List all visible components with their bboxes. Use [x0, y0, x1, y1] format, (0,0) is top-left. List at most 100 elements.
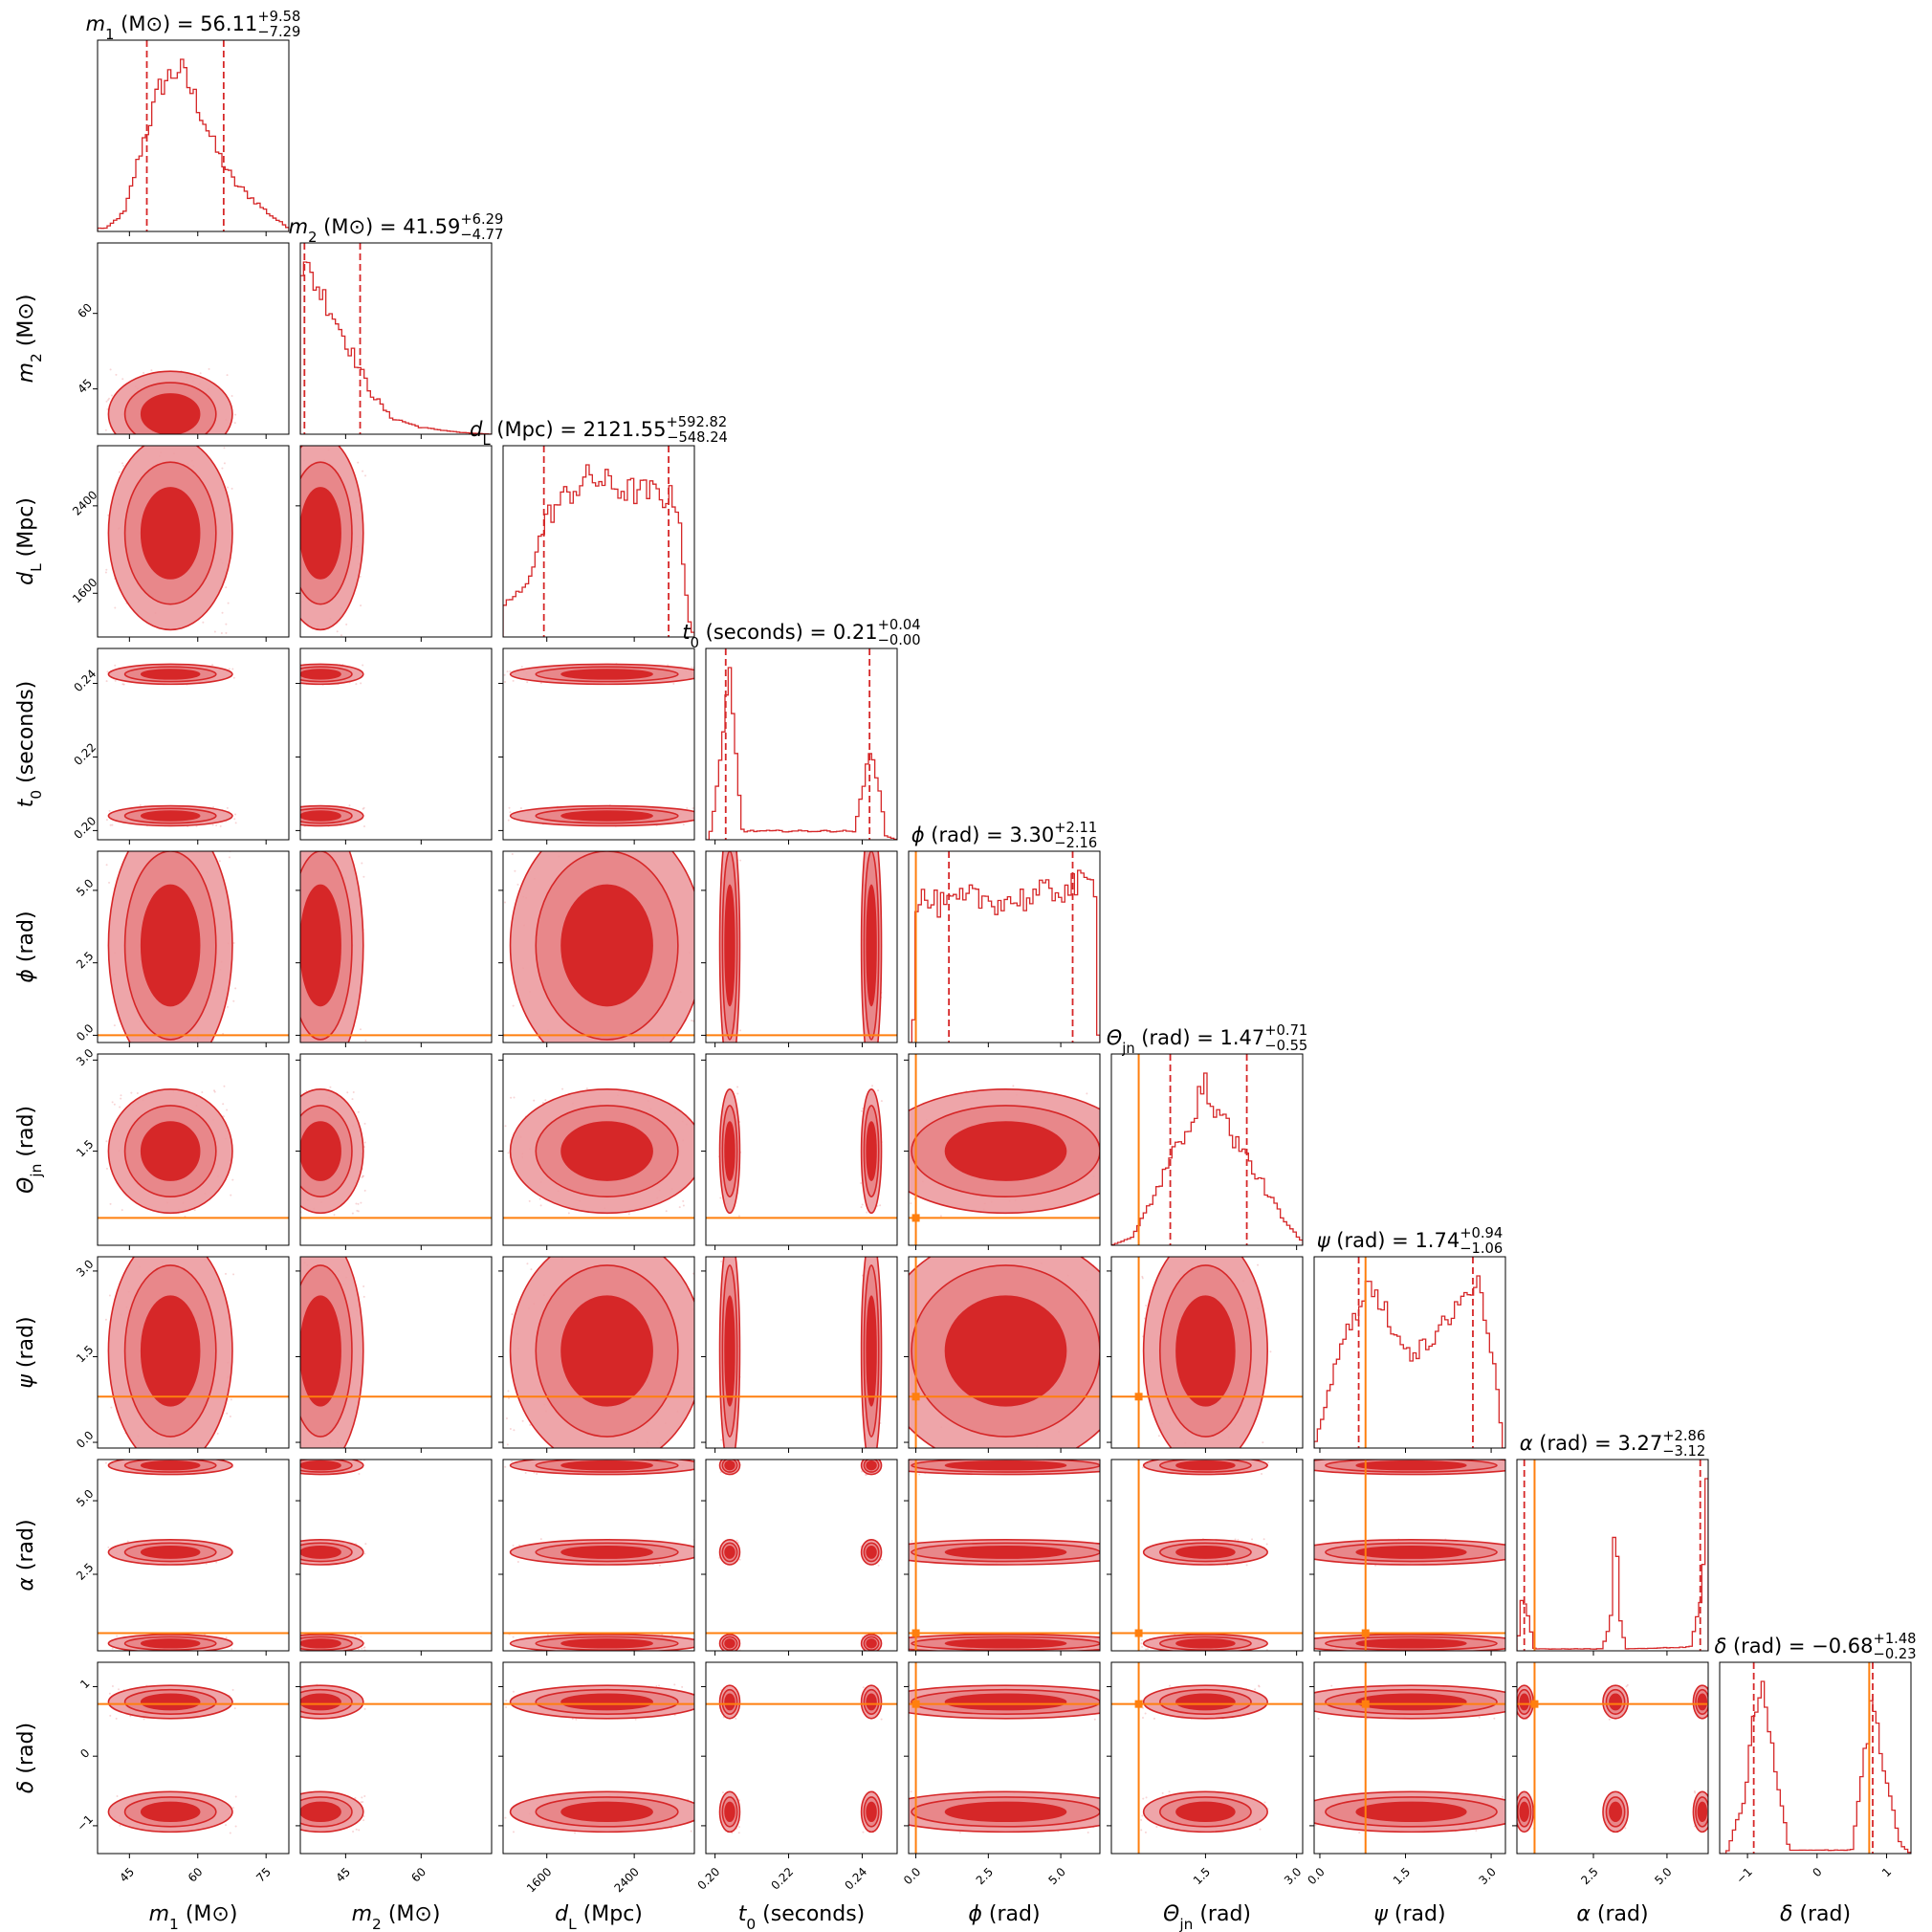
- sample-point: [939, 1215, 942, 1218]
- sample-point: [105, 1140, 108, 1143]
- sample-point: [902, 1459, 904, 1460]
- sample-point: [118, 471, 121, 473]
- sample-point: [297, 821, 299, 823]
- sample-point: [362, 1801, 364, 1804]
- sample-point: [609, 1066, 611, 1068]
- panel-frame: [1313, 1661, 1506, 1855]
- sample-point: [952, 1451, 954, 1453]
- x-tick-label: 60: [408, 1865, 428, 1885]
- contour-level-2: [866, 1460, 877, 1471]
- sample-point: [511, 1313, 514, 1316]
- sample-point: [276, 1466, 278, 1468]
- y-tick-label: 0.0: [74, 1021, 96, 1043]
- contour-panel-m2-alpha: [276, 1456, 493, 1656]
- sample-point: [279, 1473, 281, 1475]
- sample-point: [284, 829, 286, 831]
- sample-point: [889, 1088, 891, 1090]
- sample-point: [106, 670, 109, 673]
- sample-point: [573, 1059, 575, 1061]
- contour-level-2: [1519, 1801, 1529, 1823]
- sample-point: [225, 631, 228, 634]
- sample-point: [297, 1704, 299, 1706]
- panel-frame: [1110, 1256, 1304, 1449]
- panel-frame: [97, 242, 290, 435]
- sample-point: [1130, 1815, 1131, 1817]
- sample-point: [528, 1199, 531, 1202]
- sample-point: [1258, 1685, 1261, 1688]
- contour-level-2: [944, 1801, 1067, 1823]
- x-axis-label-psi: ψ (rad): [1373, 1902, 1445, 1926]
- contour-level-2: [560, 1295, 653, 1407]
- contour-level-2: [300, 1801, 341, 1823]
- sample-point: [724, 849, 726, 851]
- sample-point: [1168, 1790, 1171, 1793]
- panel-frame: [299, 1661, 493, 1855]
- sample-point: [699, 1820, 701, 1822]
- sample-point: [284, 472, 286, 473]
- sample-point: [291, 1832, 293, 1833]
- sample-point: [876, 1455, 878, 1457]
- sample-point: [295, 676, 296, 678]
- sample-point: [1002, 1251, 1004, 1253]
- truth-marker: [1134, 1393, 1143, 1401]
- sample-point: [276, 511, 278, 513]
- sample-point: [355, 1202, 358, 1205]
- sample-point: [163, 1044, 165, 1046]
- sample-point: [1514, 1805, 1516, 1807]
- sample-point: [701, 1792, 703, 1794]
- sample-point: [283, 1338, 285, 1340]
- sample-point: [526, 681, 529, 684]
- sample-point: [1115, 1402, 1117, 1404]
- x-axis-label-m1: m1 (M⊙): [149, 1902, 238, 1932]
- sample-point: [1526, 1470, 1527, 1472]
- sample-point: [1141, 1275, 1144, 1278]
- sample-point: [361, 1647, 363, 1650]
- sample-point: [285, 479, 287, 481]
- sample-point: [295, 1549, 296, 1551]
- sample-point: [903, 1557, 905, 1559]
- sample-point: [282, 517, 284, 519]
- hist-panel-phi: [908, 850, 1101, 1047]
- sample-point: [362, 1646, 365, 1649]
- contour-panel-t0-theta: [701, 1053, 898, 1250]
- sample-point: [360, 682, 362, 685]
- truth-marker: [911, 1214, 920, 1222]
- sample-point: [737, 1215, 740, 1218]
- panel-title-dL: dL (Mpc) = 2121.55+592.82 −548.24: [470, 414, 728, 449]
- sample-point: [504, 1125, 507, 1128]
- sample-point: [114, 606, 117, 609]
- sample-point: [143, 1718, 145, 1721]
- sample-point: [1153, 1717, 1155, 1720]
- y-tick-label: −1: [75, 1812, 96, 1833]
- contour-level-2: [1175, 1460, 1236, 1471]
- sample-point: [309, 1051, 311, 1053]
- sample-point: [348, 1456, 350, 1458]
- sample-point: [211, 823, 214, 826]
- sample-point: [299, 1651, 301, 1653]
- sample-point: [291, 599, 293, 601]
- sample-point: [880, 1558, 883, 1561]
- histogram-step-psi: [1314, 1275, 1505, 1448]
- sample-point: [151, 1456, 153, 1458]
- sample-point: [1097, 1455, 1099, 1457]
- sample-point: [290, 1384, 292, 1386]
- contour-level-2: [560, 1545, 653, 1559]
- sample-point: [280, 1290, 282, 1292]
- sample-point: [1114, 1381, 1116, 1383]
- sample-point: [361, 1175, 363, 1178]
- contour-level-2: [300, 810, 341, 822]
- sample-point: [336, 1043, 338, 1045]
- contour-panel-dL-t0: [498, 648, 695, 845]
- sample-point: [735, 1539, 738, 1542]
- y-axis-label-psi: ψ (rad): [14, 1316, 38, 1388]
- sample-point: [1145, 1648, 1148, 1651]
- sample-point: [1624, 1827, 1627, 1830]
- sample-point: [105, 819, 108, 822]
- sample-point: [1124, 1548, 1126, 1550]
- contour-panel-m1-alpha: 2.5 5.0: [74, 1456, 290, 1656]
- sample-point: [505, 1417, 508, 1420]
- sample-point: [1145, 1796, 1148, 1799]
- sample-point: [516, 883, 519, 886]
- sample-point: [111, 823, 114, 826]
- sample-point: [634, 1718, 637, 1721]
